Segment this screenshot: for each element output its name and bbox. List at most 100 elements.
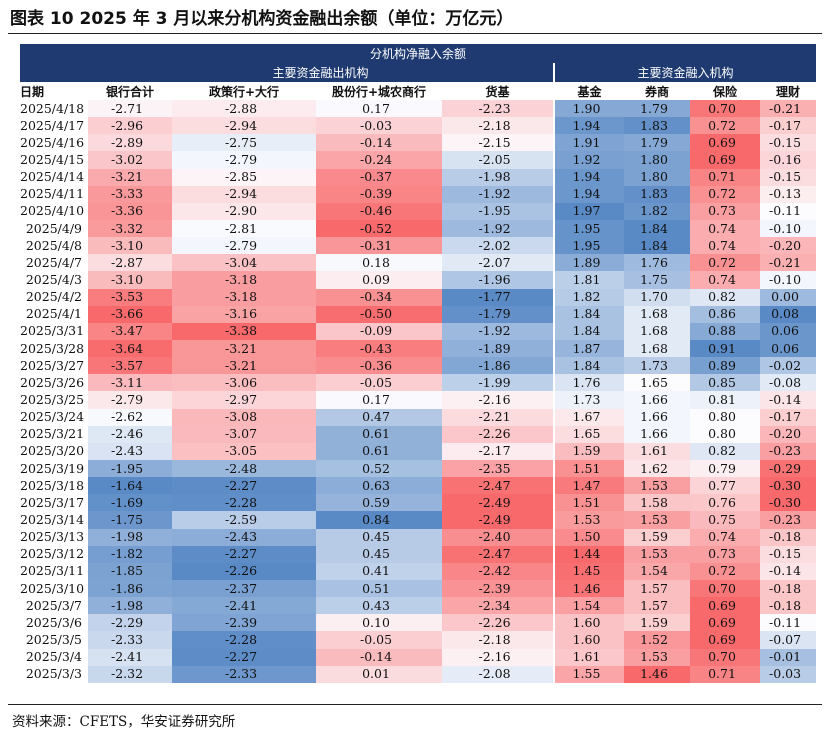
value-cell: -2.39: [172, 614, 316, 632]
date-cell: 2025/3/3: [20, 665, 88, 683]
value-cell: 0.70: [690, 579, 760, 598]
value-cell: -2.35: [442, 459, 554, 478]
value-cell: -0.43: [316, 339, 442, 358]
value-cell: -0.15: [760, 134, 817, 152]
date-cell: 2025/4/15: [20, 151, 88, 169]
value-cell: 0.72: [690, 562, 760, 580]
value-cell: 0.71: [690, 665, 760, 683]
value-cell: -3.06: [172, 374, 316, 392]
value-cell: 1.57: [624, 597, 690, 615]
value-cell: -0.09: [316, 322, 442, 340]
value-cell: -2.96: [88, 117, 172, 135]
top-rule: [8, 33, 822, 34]
date-cell: 2025/4/7: [20, 254, 88, 272]
table-row: 2025/3/19 -1.95 -2.48 0.52 -2.35 1.51 1.62 0.79…: [20, 459, 817, 478]
date-cell: 2025/3/18: [20, 477, 88, 495]
value-cell: 1.80: [624, 168, 690, 186]
value-cell: -2.02: [442, 237, 554, 255]
value-cell: 1.65: [553, 425, 624, 443]
table-row: 2025/4/14 -3.21 -2.85 -0.37 -1.98 1.94 1.80 0.7…: [20, 168, 817, 186]
column-header: 基金: [553, 82, 624, 100]
table-row: 2025/4/17 -2.96 -2.94 -0.03 -2.18 1.94 1.83 0.7…: [20, 117, 817, 135]
table-row: 2025/4/9 -3.32 -2.81 -0.52 -1.92 1.95 1.84 0.74…: [20, 219, 817, 238]
date-cell: 2025/3/13: [20, 528, 88, 546]
date-cell: 2025/3/17: [20, 494, 88, 512]
value-cell: -1.85: [88, 562, 172, 580]
value-cell: 0.41: [316, 562, 442, 580]
value-cell: 1.90: [553, 100, 624, 118]
date-cell: 2025/3/11: [20, 562, 88, 580]
value-cell: -3.21: [172, 357, 316, 375]
value-cell: -2.40: [442, 528, 554, 546]
value-cell: 0.74: [690, 271, 760, 289]
value-cell: -0.15: [760, 168, 817, 186]
date-cell: 2025/4/14: [20, 168, 88, 186]
value-cell: -0.03: [760, 665, 817, 683]
value-cell: -3.47: [88, 322, 172, 340]
value-cell: -2.75: [172, 134, 316, 152]
date-cell: 2025/3/26: [20, 374, 88, 392]
value-cell: 0.47: [316, 408, 442, 426]
value-cell: -1.92: [442, 185, 554, 203]
value-cell: 1.62: [624, 459, 690, 478]
value-cell: 0.82: [690, 442, 760, 460]
value-cell: 0.69: [690, 631, 760, 649]
value-cell: -3.05: [172, 442, 316, 460]
value-cell: -1.98: [88, 597, 172, 615]
value-cell: 0.76: [690, 494, 760, 512]
value-cell: -2.47: [442, 477, 554, 495]
value-cell: -0.14: [316, 134, 442, 152]
value-cell: -3.18: [172, 288, 316, 306]
value-cell: 0.79: [690, 459, 760, 478]
value-cell: 1.95: [553, 219, 624, 238]
value-cell: -0.20: [760, 237, 817, 255]
date-cell: 2025/3/10: [20, 579, 88, 598]
value-cell: 1.68: [624, 339, 690, 358]
value-cell: -0.02: [760, 357, 817, 375]
value-cell: -2.87: [88, 254, 172, 272]
value-cell: -2.41: [172, 597, 316, 615]
value-cell: -0.21: [760, 254, 817, 272]
date-cell: 2025/3/14: [20, 511, 88, 529]
value-cell: 1.57: [624, 579, 690, 598]
bottom-rule: [8, 704, 822, 705]
value-cell: -3.18: [172, 271, 316, 289]
value-cell: 1.47: [553, 477, 624, 495]
value-cell: 1.84: [553, 357, 624, 375]
value-cell: 1.61: [624, 442, 690, 460]
value-cell: -2.97: [172, 391, 316, 409]
value-cell: -2.94: [172, 117, 316, 135]
value-cell: 1.44: [553, 545, 624, 563]
table-row: 2025/3/6 -2.29 -2.39 0.10 -2.26 1.60 1.59 0.69-…: [20, 614, 817, 632]
value-cell: 1.51: [553, 459, 624, 478]
value-cell: 0.71: [690, 168, 760, 186]
table-row: 2025/4/11 -3.33 -2.94 -0.39 -1.92 1.94 1.83 0.7…: [20, 185, 817, 203]
net-balance-table: 分机构净融入余额 主要资金融出机构 主要资金融入机构 日期 银行合计 政策行+大行股…: [20, 44, 817, 683]
table-body: 2025/4/18 -2.71 -2.88 0.17 -2.23 1.90 1.79 0.70…: [20, 100, 817, 683]
value-cell: 1.83: [624, 185, 690, 203]
table-row: 2025/4/16 -2.89 -2.75 -0.14 -2.15 1.91 1.79 0.6…: [20, 134, 817, 152]
value-cell: 1.97: [553, 202, 624, 220]
column-header: 货基: [442, 82, 554, 100]
value-cell: 0.52: [316, 459, 442, 478]
value-cell: -2.62: [88, 408, 172, 426]
table-row: 2025/3/25 -2.79 -2.97 0.17 -2.16 1.73 1.66 0.81…: [20, 391, 817, 409]
value-cell: -0.37: [316, 168, 442, 186]
value-cell: -0.23: [760, 511, 817, 529]
value-cell: -3.36: [88, 202, 172, 220]
value-cell: -0.36: [316, 357, 442, 375]
value-cell: 1.53: [553, 511, 624, 529]
value-cell: 1.84: [553, 305, 624, 323]
value-cell: -0.23: [760, 442, 817, 460]
value-cell: 1.87: [553, 339, 624, 358]
value-cell: 1.84: [624, 219, 690, 238]
value-cell: -0.16: [760, 151, 817, 169]
date-cell: 2025/4/2: [20, 288, 88, 306]
table-row: 2025/3/13 -1.98 -2.43 0.45 -2.40 1.50 1.59 0.74…: [20, 528, 817, 546]
column-header-row: 日期 银行合计 政策行+大行 股份行+城农商行 货基 基金 券商 保险 理财: [20, 82, 817, 100]
date-cell: 2025/4/18: [20, 100, 88, 118]
value-cell: 1.66: [624, 408, 690, 426]
value-cell: -2.23: [442, 100, 554, 118]
value-cell: 0.80: [690, 408, 760, 426]
value-cell: -2.26: [442, 614, 554, 632]
